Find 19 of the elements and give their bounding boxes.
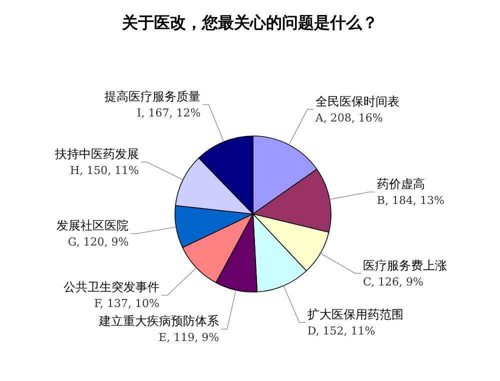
- slice-label: 发展社区医院: [56, 218, 129, 233]
- slice-label: 提高医疗服务质量: [104, 90, 201, 104]
- data-label: A, 208, 16%: [314, 111, 383, 124]
- data-label: D, 152, 11%: [307, 324, 376, 338]
- data-label: B, 184, 13%: [376, 194, 444, 207]
- data-label: I, 167, 12%: [136, 106, 201, 120]
- data-label: F, 137, 10%: [94, 297, 160, 310]
- slice-label: 扶持中医药发展: [54, 147, 140, 162]
- slice-label: 药价虚高: [376, 176, 425, 191]
- slice-label: 公共卫生突发事件: [63, 280, 160, 294]
- data-label: G, 120, 9%: [68, 236, 129, 249]
- slice-label: 建立重大疾病预防体系: [98, 314, 220, 328]
- data-label: H, 150, 11%: [70, 164, 140, 178]
- slice-label: 全民医保时间表: [315, 94, 400, 108]
- chart-title: 关于医改，您最关心的问题是什么？: [121, 13, 378, 32]
- data-label: C, 126, 9%: [363, 275, 424, 288]
- data-label: E, 119, 9%: [158, 331, 220, 344]
- slice-label: 医疗服务费上涨: [363, 258, 448, 272]
- slice-label: 扩大医保用药范围: [307, 308, 404, 322]
